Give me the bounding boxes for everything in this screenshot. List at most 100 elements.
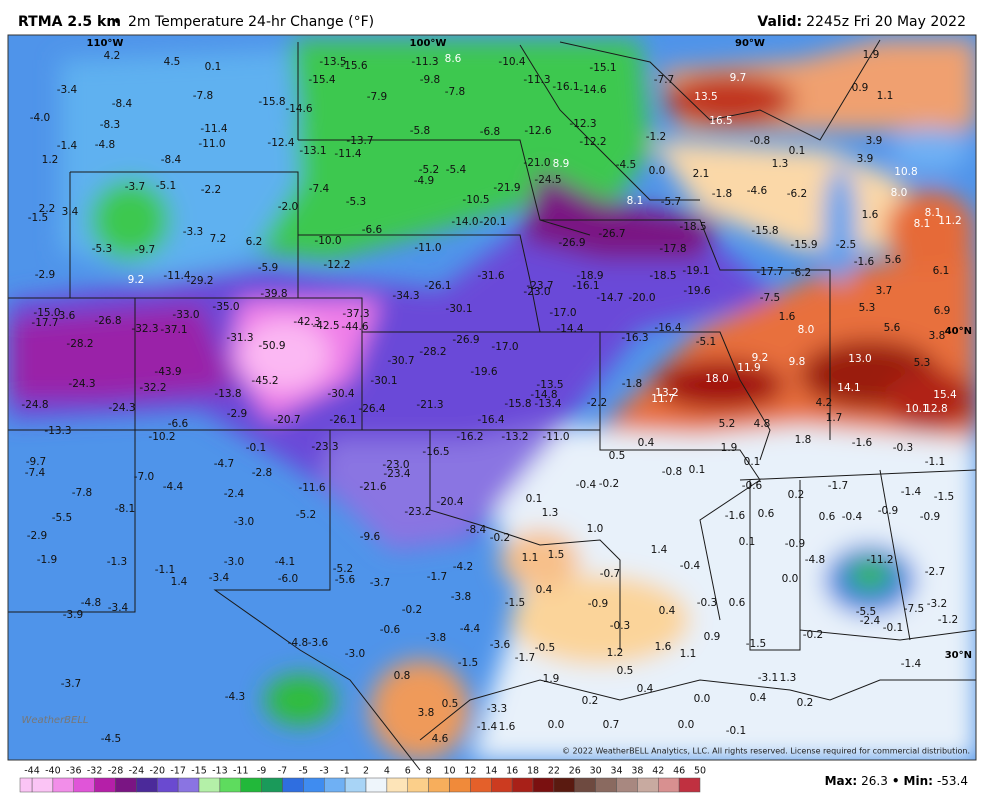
station-value: -15.8 xyxy=(504,398,531,410)
station-value: -1.4 xyxy=(57,140,78,152)
station-value: -14.6 xyxy=(579,84,606,96)
station-value: -5.2 xyxy=(333,563,354,575)
station-value: 0.6 xyxy=(819,511,836,523)
station-value: -32.3 xyxy=(131,323,158,335)
station-value: 0.1 xyxy=(789,145,806,157)
legend-tick-label: -1 xyxy=(340,766,349,777)
station-value: -1.7 xyxy=(427,571,448,583)
purple-region xyxy=(320,420,560,550)
legend-tick-label: -36 xyxy=(66,766,82,777)
near-zero-region xyxy=(470,420,976,760)
station-value: 8.6 xyxy=(445,53,462,65)
legend-swatch xyxy=(324,777,346,793)
legend-tick-label: 50 xyxy=(694,766,706,777)
station-value: -15.0 xyxy=(33,307,60,319)
station-value: 4.2 xyxy=(104,50,121,62)
station-value: -0.4 xyxy=(842,511,863,523)
station-value: 0.1 xyxy=(526,493,543,505)
lon-label: 90°W xyxy=(735,38,765,49)
lat-label: 40°N xyxy=(945,326,972,337)
legend-tick-label: 2 xyxy=(363,766,369,777)
station-value: -4.7 xyxy=(214,458,235,470)
station-value: 1.7 xyxy=(826,412,843,424)
station-value: -11.4 xyxy=(200,123,227,135)
station-value: -9.7 xyxy=(26,456,47,468)
legend-tick-label: -28 xyxy=(108,766,124,777)
station-value: -6.0 xyxy=(278,573,299,585)
station-value: 0.4 xyxy=(659,605,676,617)
station-value: -0.1 xyxy=(726,725,747,737)
border xyxy=(599,430,761,621)
station-value: -28.2 xyxy=(419,346,446,358)
station-value: 10.1 xyxy=(905,403,928,415)
station-value: -14.6 xyxy=(285,103,312,115)
station-value: -24.8 xyxy=(21,399,48,411)
station-value: -30.1 xyxy=(370,375,397,387)
station-value: -1.4 xyxy=(901,658,922,670)
station-values: 4.2 4.5 0.1 -13.5-15.6 -11.3 8.6 -10.4 -15.1-7.… xyxy=(21,49,961,745)
legend-swatch xyxy=(198,777,221,793)
station-value: 3.8 xyxy=(929,330,946,342)
station-value: -0.3 xyxy=(893,442,914,454)
station-value: 1.6 xyxy=(779,311,796,323)
station-value: 0.8 xyxy=(394,670,411,682)
station-value: -6.6 xyxy=(362,224,383,236)
station-value: -4.8 xyxy=(805,554,826,566)
station-value: -7.5 xyxy=(904,603,925,615)
station-value: -14.4 xyxy=(556,323,583,335)
max-label: Max: xyxy=(825,774,858,788)
station-value: -1.5 xyxy=(746,638,767,650)
station-value: 6.9 xyxy=(934,305,951,317)
station-value: -19.1 xyxy=(682,265,709,277)
legend-tick-label: -24 xyxy=(129,766,145,777)
valid-time: 2245z Fri 20 May 2022 xyxy=(806,14,966,30)
station-value: 16.5 xyxy=(709,115,732,127)
station-value: -3.6 xyxy=(308,637,329,649)
station-value: 12.8 xyxy=(924,403,947,415)
station-value: 8.9 xyxy=(553,158,570,170)
station-value: 4.5 xyxy=(164,56,181,68)
legend-swatch xyxy=(595,777,617,793)
station-value: 4.2 xyxy=(816,397,833,409)
station-value: -23.3 xyxy=(311,441,338,453)
station-value: -0.5 xyxy=(535,642,556,654)
station-value: -15.1 xyxy=(589,62,616,74)
station-value: -7.7 xyxy=(654,74,675,86)
legend-swatch xyxy=(282,777,304,793)
station-value: 1.3 xyxy=(542,507,559,519)
station-value: -1.9 xyxy=(37,554,58,566)
station-value: -7.8 xyxy=(72,487,93,499)
station-value: -6.2 xyxy=(787,188,808,200)
station-value: -12.2 xyxy=(323,259,350,271)
legend-tick-label: -13 xyxy=(212,766,228,777)
station-value: -30.4 xyxy=(327,388,354,400)
station-value: 13.5 xyxy=(694,91,717,103)
legend-swatch xyxy=(136,777,158,793)
station-value: -1.8 xyxy=(712,188,733,200)
station-value: -26.1 xyxy=(424,280,451,292)
station-value: -29.2 xyxy=(186,275,213,287)
station-value: -2.2 xyxy=(201,184,222,196)
station-value: -20.1 xyxy=(479,216,506,228)
legend-swatch-edge xyxy=(19,777,33,793)
border xyxy=(429,430,621,650)
station-value: 0.6 xyxy=(729,597,746,609)
station-value: 18.0 xyxy=(705,373,728,385)
separator: • xyxy=(113,14,121,30)
legend-swatch xyxy=(219,777,241,793)
legend-swatch xyxy=(553,777,575,793)
station-value: 0.4 xyxy=(750,692,767,704)
station-value: -37.1 xyxy=(160,324,187,336)
separator: • xyxy=(892,774,900,788)
station-value: -23.7 xyxy=(526,280,553,292)
station-value: 4.8 xyxy=(754,418,771,430)
magenta-region xyxy=(8,305,235,400)
station-value: -21.9 xyxy=(493,182,520,194)
station-value: 0.7 xyxy=(603,719,620,731)
station-value: -0.6 xyxy=(742,480,763,492)
station-value: 13.2 xyxy=(655,387,678,399)
pink-core xyxy=(240,320,330,390)
station-value: 3.9 xyxy=(866,135,883,147)
station-value: -17.0 xyxy=(549,307,576,319)
